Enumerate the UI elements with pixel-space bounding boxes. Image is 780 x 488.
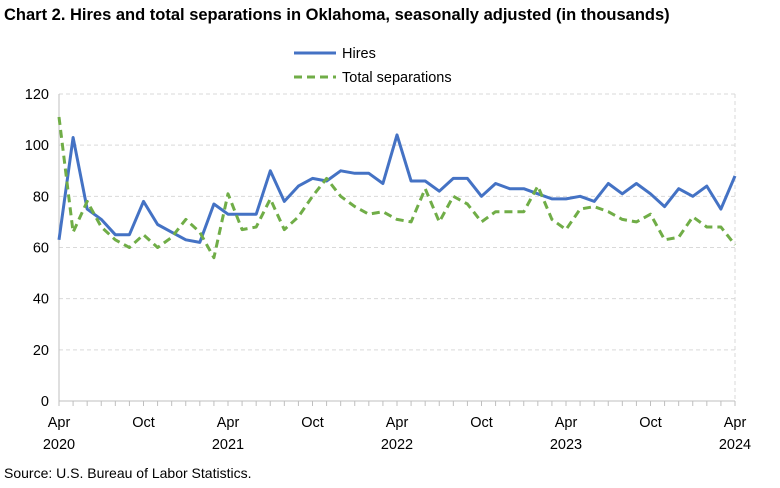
legend: Hires Total separations <box>294 46 452 86</box>
legend-label: Hires <box>342 46 376 62</box>
x-tick-label: Apr <box>386 415 409 431</box>
y-tick-label: 80 <box>33 189 49 205</box>
x-tick-year-label: 2021 <box>212 437 244 453</box>
x-tick-year-label: 2023 <box>550 437 582 453</box>
x-tick-year-label: 2020 <box>43 437 75 453</box>
chart-title: Chart 2. Hires and total separations in … <box>4 6 670 24</box>
x-tick-label: Oct <box>301 415 324 431</box>
x-tick-label: Oct <box>470 415 493 431</box>
x-tick-label: Oct <box>639 415 662 431</box>
x-tick-label: Apr <box>555 415 578 431</box>
y-tick-label: 120 <box>25 87 49 103</box>
y-tick-label: 60 <box>33 241 49 257</box>
axes: 0 20 40 60 80 100 120 Apr 2020 Oct Apr 2021 Oct Apr 20… <box>25 87 751 453</box>
legend-label: Total separations <box>342 70 452 86</box>
x-tick-year-label: 2024 <box>719 437 751 453</box>
x-tick-year-label: 2022 <box>381 437 413 453</box>
series-line-hires <box>57 133 737 244</box>
y-tick-label: 40 <box>33 292 49 308</box>
y-tick-label: 20 <box>33 343 49 359</box>
x-tick-label: Apr <box>724 415 747 431</box>
series-line-total-separations <box>57 116 737 260</box>
gridlines <box>59 93 735 351</box>
series-lines <box>57 116 737 260</box>
source-note: Source: U.S. Bureau of Labor Statistics. <box>4 465 252 481</box>
x-tick-label: Apr <box>217 415 240 431</box>
y-tick-label: 0 <box>41 394 49 410</box>
x-tick-label: Oct <box>132 415 155 431</box>
x-tick-label: Apr <box>48 415 71 431</box>
y-tick-label: 100 <box>25 138 49 154</box>
